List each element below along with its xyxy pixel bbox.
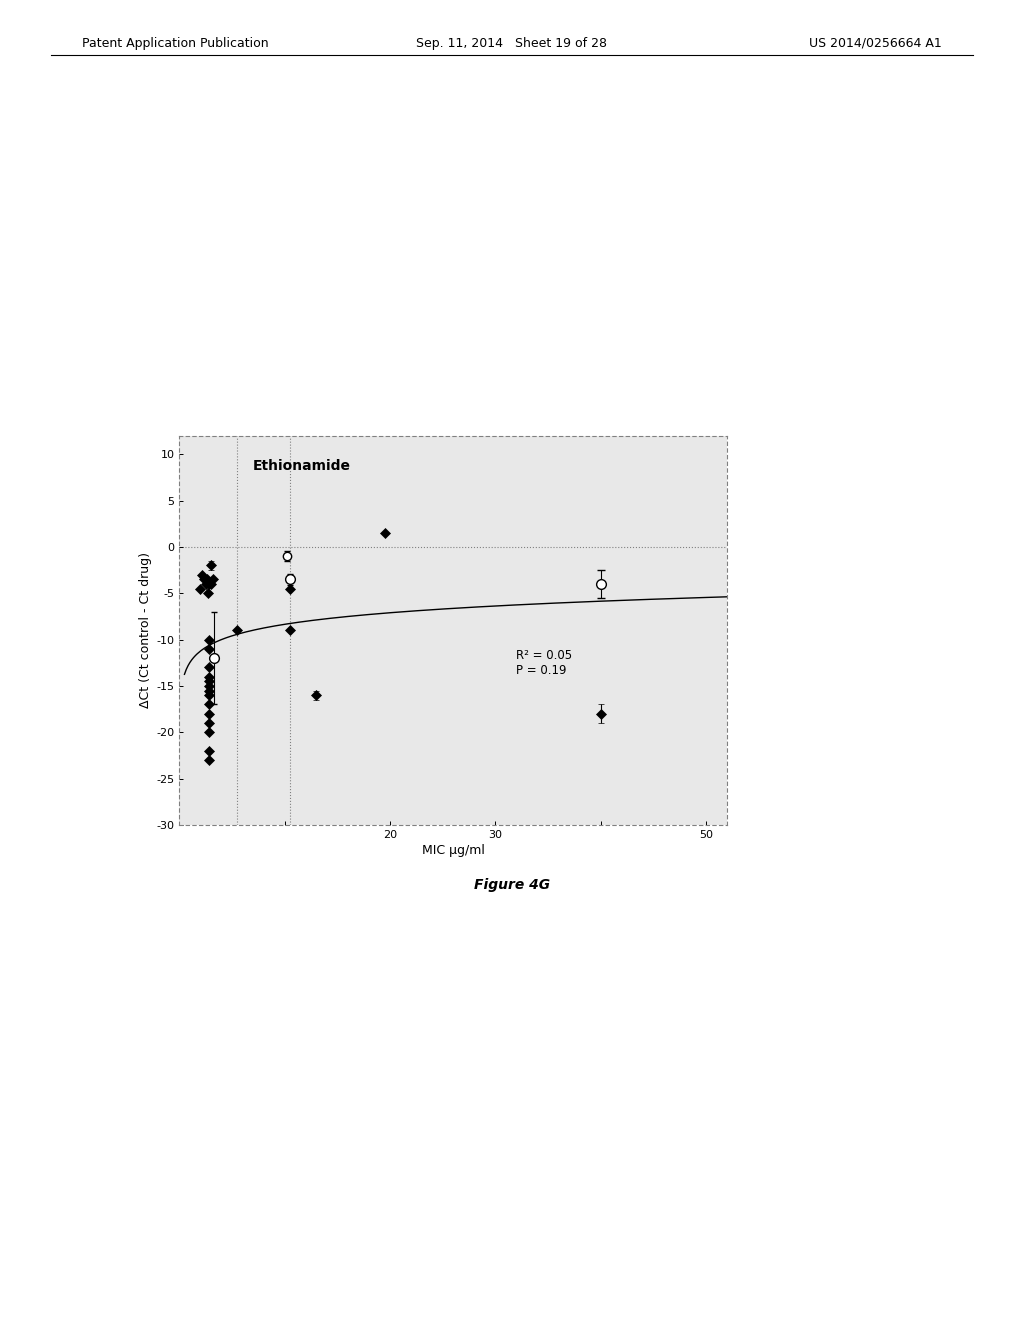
- Text: Patent Application Publication: Patent Application Publication: [82, 37, 268, 50]
- X-axis label: MIC μg/ml: MIC μg/ml: [422, 843, 484, 857]
- Text: Sep. 11, 2014   Sheet 19 of 28: Sep. 11, 2014 Sheet 19 of 28: [417, 37, 607, 50]
- Text: Figure 4G: Figure 4G: [474, 878, 550, 892]
- Y-axis label: ΔCt (Ct control - Ct drug): ΔCt (Ct control - Ct drug): [139, 552, 152, 709]
- Text: Ethionamide: Ethionamide: [253, 459, 351, 473]
- Text: US 2014/0256664 A1: US 2014/0256664 A1: [809, 37, 942, 50]
- Text: R² = 0.05
P = 0.19: R² = 0.05 P = 0.19: [516, 649, 572, 677]
